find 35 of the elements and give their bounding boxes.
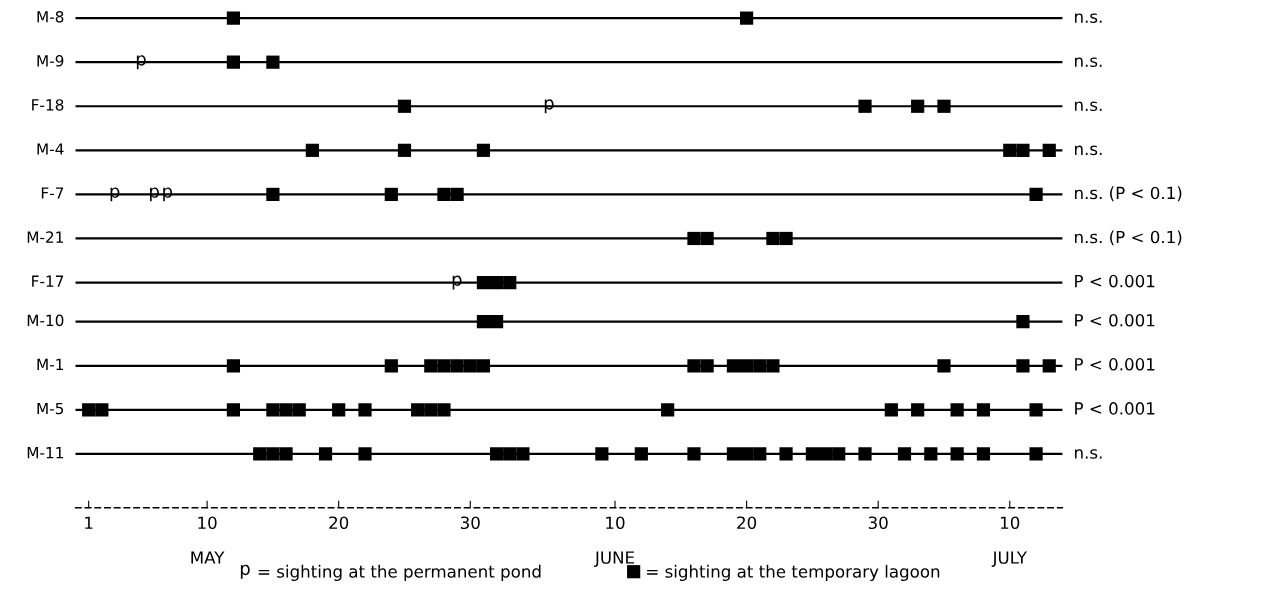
annotation: P < 0.001 — [1075, 358, 1155, 371]
annotation: M-4 — [37, 143, 64, 155]
annotation: P < 0.001 — [1075, 313, 1155, 327]
text: JULY — [991, 551, 1027, 567]
annotation: n.s. (P < 0.1) — [1075, 230, 1182, 246]
annotation: M-5 — [37, 402, 64, 415]
annotation: F-7 — [41, 187, 64, 199]
x-tick-label: 30 — [868, 516, 888, 530]
annotation: n.s. — [1075, 13, 1102, 23]
annotation: M-11 — [27, 447, 63, 459]
annotation: n.s. — [1075, 57, 1102, 68]
x-tick-label: 10 — [1000, 516, 1020, 530]
annotation: M-9 — [37, 55, 64, 67]
annotation: n.s. — [1075, 101, 1102, 112]
annotation: M-8 — [37, 10, 64, 23]
x-tick-label: 1 — [85, 516, 93, 529]
x-tick-label: 20 — [329, 516, 349, 530]
annotation: n.s. — [1075, 449, 1102, 459]
text: MAY — [191, 551, 225, 564]
annotation: n.s. (P < 0.1) — [1075, 186, 1182, 202]
annotation: F-17 — [32, 275, 64, 287]
annotation: F-18 — [32, 99, 64, 111]
annotation: n.s. — [1075, 145, 1102, 156]
annotation: M-1 — [37, 358, 63, 370]
x-tick-label: 30 — [460, 516, 480, 530]
x-tick-label: 10 — [606, 516, 625, 530]
x-tick-label: 10 — [198, 516, 217, 530]
annotation: P < 0.001 — [1075, 402, 1155, 415]
text: JUNE — [594, 551, 634, 567]
x-tick-label: 20 — [737, 516, 757, 530]
annotation: P < 0.001 — [1075, 274, 1155, 288]
legend-label: = sighting at the permanent pond — [258, 564, 541, 581]
annotation: M-10 — [27, 314, 64, 327]
legend-label: = sighting at the temporary lagoon — [647, 564, 940, 581]
annotation: M-21 — [27, 231, 63, 243]
